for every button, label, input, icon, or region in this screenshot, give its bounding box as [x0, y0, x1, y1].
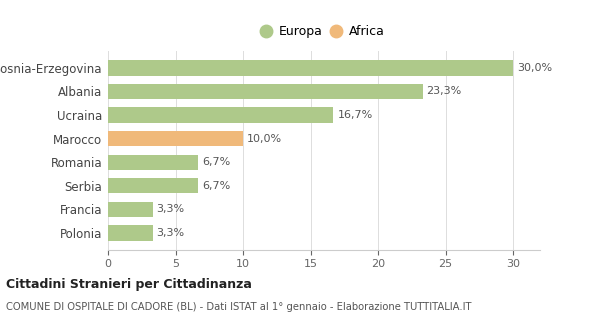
Bar [108, 155, 199, 170]
Bar [108, 60, 513, 76]
Text: Cittadini Stranieri per Cittadinanza: Cittadini Stranieri per Cittadinanza [6, 278, 252, 292]
Legend: Europa, Africa: Europa, Africa [259, 22, 389, 42]
Bar [108, 178, 199, 193]
Bar [108, 225, 152, 241]
Text: 6,7%: 6,7% [203, 157, 231, 167]
Text: 10,0%: 10,0% [247, 134, 282, 144]
Text: 3,3%: 3,3% [157, 228, 185, 238]
Text: 16,7%: 16,7% [337, 110, 373, 120]
Text: 30,0%: 30,0% [517, 63, 552, 73]
Bar [108, 84, 422, 99]
Bar [108, 108, 334, 123]
Bar [108, 131, 243, 146]
Text: 23,3%: 23,3% [427, 86, 462, 96]
Bar [108, 202, 152, 217]
Text: 6,7%: 6,7% [203, 181, 231, 191]
Text: 3,3%: 3,3% [157, 204, 185, 214]
Text: COMUNE DI OSPITALE DI CADORE (BL) - Dati ISTAT al 1° gennaio - Elaborazione TUTT: COMUNE DI OSPITALE DI CADORE (BL) - Dati… [6, 302, 472, 312]
